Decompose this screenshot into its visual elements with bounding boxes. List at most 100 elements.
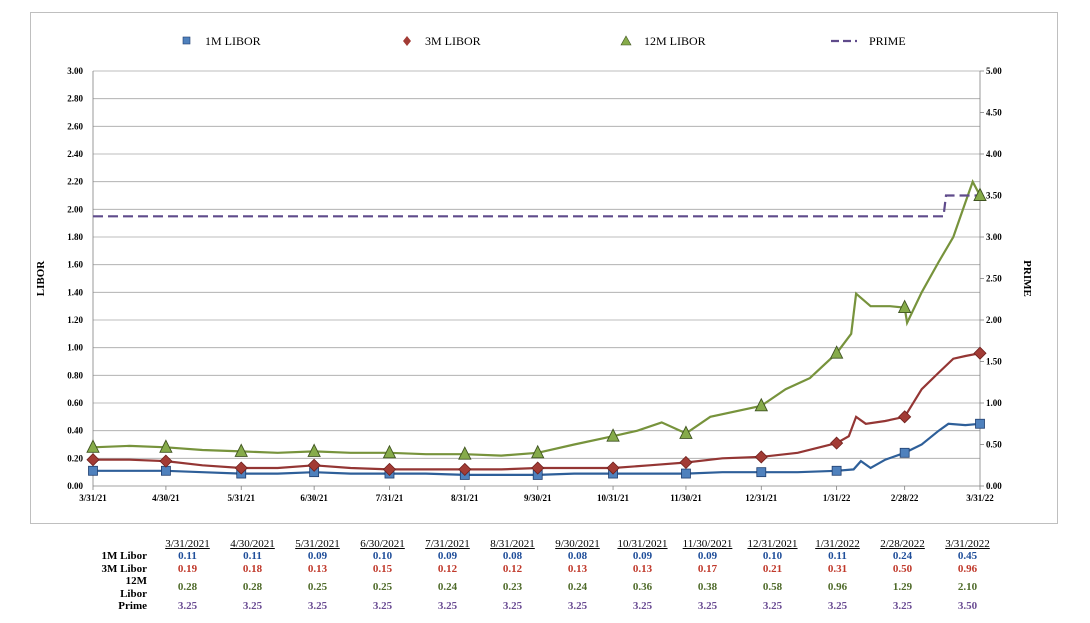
x-tick-label: 6/30/21 bbox=[300, 493, 328, 503]
table-cell: 0.24 bbox=[567, 581, 588, 594]
table-cell: 0.11 bbox=[178, 550, 197, 562]
table-cell: 3.25 bbox=[242, 600, 263, 612]
table-date-header: 9/30/2021 bbox=[555, 538, 600, 550]
marker-12m-libor bbox=[234, 443, 248, 457]
x-tick-label: 8/31/21 bbox=[451, 493, 479, 503]
table-cell: 0.28 bbox=[177, 581, 198, 594]
y-left-tick-label: 3.00 bbox=[67, 66, 83, 76]
table-cell: 0.21 bbox=[762, 562, 783, 575]
table-cell: 1.29 bbox=[892, 581, 913, 594]
y-left-tick-label: 1.40 bbox=[67, 287, 83, 297]
legend-label: 3M LIBOR bbox=[425, 34, 481, 48]
table-cell: 0.24 bbox=[892, 550, 913, 562]
y-right-axis-title: PRIME bbox=[1021, 260, 1033, 297]
marker-12m-libor bbox=[606, 428, 620, 442]
marker-3m-libor bbox=[754, 450, 768, 464]
y-left-tick-label: 1.00 bbox=[67, 343, 83, 353]
marker-3m-libor bbox=[606, 461, 620, 475]
marker-1m-libor bbox=[681, 468, 691, 479]
table-corner bbox=[95, 538, 155, 550]
table-cell: 0.09 bbox=[307, 550, 328, 562]
marker-1m-libor bbox=[756, 467, 767, 478]
table-cell: 0.50 bbox=[892, 562, 913, 575]
marker-12m-libor bbox=[530, 444, 545, 459]
y-right-tick-label: 4.50 bbox=[986, 108, 1002, 118]
marker-12m-libor bbox=[679, 425, 693, 439]
marker-1m-libor bbox=[831, 465, 842, 476]
table-row-label: 12M Libor bbox=[120, 575, 147, 600]
table-cell: 0.45 bbox=[957, 550, 978, 562]
x-tick-label: 12/31/21 bbox=[745, 493, 778, 503]
y-right-tick-label: 0.50 bbox=[986, 440, 1002, 450]
table-cell: 3.25 bbox=[827, 600, 848, 612]
marker-12m-libor bbox=[458, 446, 472, 460]
table-cell: 0.18 bbox=[242, 562, 263, 575]
table-body: 1M Libor 0.11 0.11 0.09 0.10 0.09 0.08 0.08 0.09… bbox=[95, 550, 1000, 613]
y-right-tick-label: 5.00 bbox=[986, 66, 1002, 76]
y-left-tick-label: 1.20 bbox=[67, 315, 83, 325]
table-date-header: 8/31/2021 bbox=[490, 538, 535, 550]
marker-1m-libor bbox=[975, 418, 985, 429]
y-right-tick-label: 3.00 bbox=[986, 232, 1002, 242]
y-left-tick-label: 0.80 bbox=[67, 370, 83, 380]
table-cell: 3.25 bbox=[502, 600, 523, 612]
table-date-header: 6/30/2021 bbox=[360, 538, 405, 550]
table-date-header: 2/28/2022 bbox=[880, 538, 925, 550]
table-cell: 2.10 bbox=[957, 581, 978, 594]
y-right-tick-label: 2.00 bbox=[986, 315, 1002, 325]
series-line-prime bbox=[93, 194, 980, 218]
table-cell: 0.31 bbox=[827, 562, 848, 575]
x-tick-label: 3/31/21 bbox=[79, 493, 107, 503]
table-cell: 3.25 bbox=[632, 600, 653, 612]
marker-12m-libor bbox=[973, 187, 987, 201]
marker-3m-libor bbox=[898, 410, 912, 424]
y-right-tick-label: 4.00 bbox=[986, 149, 1002, 159]
table-cell: 0.96 bbox=[957, 562, 978, 575]
y-left-tick-label: 1.80 bbox=[67, 232, 83, 242]
table-date-header: 1/31/2022 bbox=[815, 538, 860, 550]
y-right-tick-label: 3.50 bbox=[986, 191, 1002, 201]
table-cell: 0.12 bbox=[437, 562, 458, 575]
legend-marker-12m-libor bbox=[620, 35, 632, 46]
table-cell: 0.38 bbox=[697, 581, 718, 594]
marker-12m-libor bbox=[829, 345, 844, 359]
y-left-tick-label: 0.60 bbox=[67, 398, 83, 408]
marker-3m-libor bbox=[973, 346, 987, 360]
y-left-tick-label: 0.20 bbox=[67, 453, 83, 463]
marker-3m-libor bbox=[679, 455, 693, 470]
table-cell: 0.09 bbox=[697, 550, 718, 562]
table-row: 3M Libor 0.19 0.18 0.13 0.15 0.12 0.12 0.13 0.13… bbox=[95, 563, 1000, 576]
legend-marker-3m-libor bbox=[403, 36, 411, 46]
marker-12m-libor bbox=[307, 443, 321, 457]
marker-3m-libor bbox=[458, 462, 472, 476]
marker-12m-libor bbox=[382, 444, 397, 459]
chart-frame bbox=[30, 12, 1058, 524]
y-left-tick-label: 2.60 bbox=[67, 121, 83, 131]
table-cell: 3.25 bbox=[437, 600, 458, 612]
table-cell: 3.50 bbox=[957, 600, 978, 612]
x-tick-label: 9/30/21 bbox=[524, 493, 552, 503]
table-cell: 3.25 bbox=[697, 600, 718, 612]
table-cell: 0.12 bbox=[502, 562, 523, 575]
table-cell: 0.19 bbox=[177, 562, 198, 575]
table-cell: 3.25 bbox=[892, 600, 913, 612]
y-right-tick-label: 2.50 bbox=[986, 274, 1002, 284]
y-right-tick-label: 1.50 bbox=[986, 357, 1002, 367]
x-tick-label: 10/31/21 bbox=[597, 493, 630, 503]
marker-12m-libor bbox=[754, 397, 769, 412]
y-left-tick-label: 2.40 bbox=[67, 149, 83, 159]
table-cell: 0.13 bbox=[567, 562, 588, 575]
table-row-label: Prime bbox=[118, 600, 147, 612]
table-cell: 3.25 bbox=[307, 600, 328, 612]
table-date-header: 3/31/2021 bbox=[165, 538, 210, 550]
table-row-label: 3M Libor bbox=[101, 562, 147, 575]
legend-label: 12M LIBOR bbox=[644, 34, 706, 48]
marker-1m-libor bbox=[88, 465, 98, 476]
table-cell: 3.25 bbox=[567, 600, 588, 612]
y-left-tick-label: 2.80 bbox=[67, 94, 83, 104]
table-header-row: 3/31/2021 4/30/2021 5/31/2021 6/30/2021 7/31… bbox=[95, 538, 1000, 550]
x-tick-label: 1/31/22 bbox=[823, 493, 851, 503]
table-cell: 0.24 bbox=[437, 581, 458, 594]
table-cell: 3.25 bbox=[762, 600, 783, 612]
table-cell: 0.36 bbox=[632, 581, 653, 594]
